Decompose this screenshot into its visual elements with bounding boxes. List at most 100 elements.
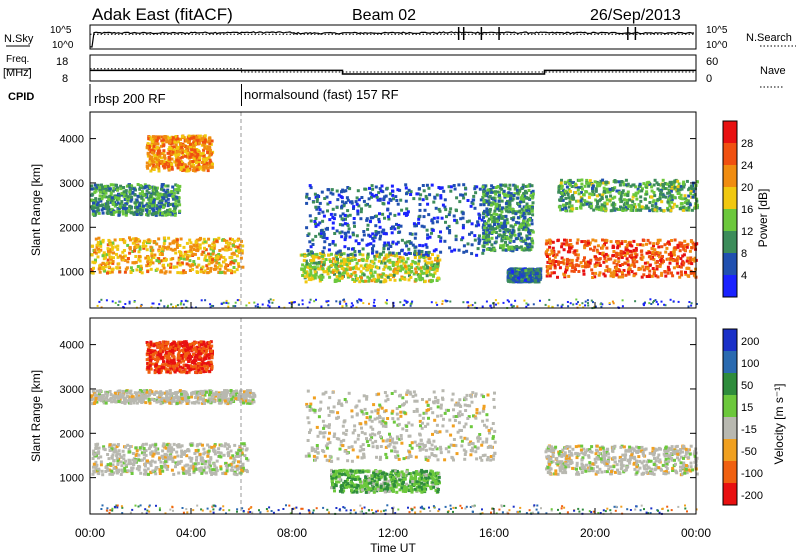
heatmap-cell	[110, 207, 114, 211]
heatmap-cell	[667, 252, 671, 256]
heatmap-cell	[448, 246, 452, 250]
heatmap-cell	[360, 196, 364, 199]
heatmap-cell	[624, 178, 628, 182]
heatmap-cell	[183, 271, 187, 274]
heatmap-cell	[565, 268, 569, 272]
heatmap-cell	[619, 251, 623, 255]
heatmap-cell	[535, 271, 538, 275]
heatmap-cell	[559, 197, 563, 201]
heatmap-cell	[95, 203, 99, 207]
heatmap-cell	[681, 182, 685, 186]
heatmap-cell	[172, 191, 176, 195]
heatmap-cell	[495, 236, 499, 240]
heatmap-cell	[353, 250, 357, 253]
heatmap-cell	[621, 305, 624, 308]
heatmap-cell	[128, 300, 131, 303]
heatmap-cell	[531, 201, 535, 205]
heatmap-cell	[685, 208, 689, 212]
heatmap-cell	[635, 260, 639, 264]
heatmap-cell	[575, 199, 578, 203]
heatmap-cell	[603, 257, 607, 261]
heatmap-cell	[410, 262, 414, 266]
heatmap-cell	[177, 196, 181, 200]
heatmap-cell	[386, 299, 388, 302]
heatmap-cell	[346, 275, 350, 279]
heatmap-cell	[594, 239, 598, 243]
heatmap-cell	[176, 149, 180, 153]
heatmap-cell	[545, 250, 548, 254]
heatmap-cell	[499, 244, 503, 248]
heatmap-cell	[634, 248, 638, 252]
heatmap-cell	[620, 240, 624, 244]
heatmap-cell	[509, 207, 513, 211]
heatmap-cell	[102, 186, 105, 190]
heatmap-cell	[128, 190, 132, 194]
heatmap-cell	[111, 260, 115, 263]
heatmap-cell	[471, 202, 475, 206]
heatmap-cell	[634, 185, 638, 189]
heatmap-cell	[603, 240, 607, 244]
heatmap-cell	[190, 151, 194, 155]
heatmap-cell	[145, 264, 149, 268]
heatmap-cell	[366, 223, 370, 227]
heatmap-cell	[150, 204, 154, 208]
heatmap-cell	[572, 303, 575, 306]
heatmap-cell	[577, 199, 581, 203]
heatmap-cell	[660, 300, 663, 303]
heatmap-cell	[162, 149, 166, 153]
heatmap-cell	[368, 186, 371, 190]
heatmap-cell	[403, 303, 406, 306]
heatmap-cell	[563, 273, 567, 277]
heatmap-cell	[155, 193, 159, 197]
heatmap-cell	[517, 228, 521, 232]
heatmap-cell	[341, 305, 344, 308]
heatmap-cell	[616, 246, 620, 250]
heatmap-cell	[437, 276, 440, 280]
heatmap-cell	[204, 299, 207, 302]
heatmap-cell	[346, 186, 350, 189]
heatmap-cell	[639, 256, 643, 260]
heatmap-cell	[233, 259, 237, 263]
heatmap-cell	[652, 191, 656, 194]
heatmap-cell	[425, 274, 429, 278]
heatmap-cell	[138, 201, 142, 205]
heatmap-cell	[522, 248, 526, 252]
heatmap-cell	[193, 152, 197, 156]
heatmap-cell	[179, 303, 182, 306]
heatmap-cell	[546, 260, 550, 264]
heatmap-cell	[621, 275, 625, 279]
heatmap-cell	[367, 197, 371, 201]
heatmap-cell	[430, 263, 434, 267]
heatmap-cell	[329, 212, 333, 216]
heatmap-cell	[323, 240, 327, 244]
heatmap-cell	[567, 182, 571, 186]
heatmap-cell	[112, 210, 116, 214]
heatmap-cell	[228, 237, 232, 241]
heatmap-cell	[658, 263, 662, 267]
heatmap-cell	[97, 267, 101, 271]
heatmap-cell	[183, 150, 187, 154]
heatmap-cell	[98, 270, 102, 274]
heatmap-cell	[691, 258, 695, 261]
heatmap-cell	[574, 253, 578, 257]
heatmap-cell	[342, 271, 346, 275]
heatmap-cell	[402, 261, 406, 265]
heatmap-cell	[181, 149, 185, 153]
heatmap-cell	[417, 217, 421, 221]
heatmap-cell	[314, 273, 318, 277]
heatmap-cell	[168, 212, 172, 216]
heatmap-cell	[419, 253, 423, 257]
heatmap-cell	[495, 213, 499, 216]
heatmap-cell	[689, 184, 693, 188]
heatmap-cell	[439, 250, 443, 254]
heatmap-cell	[695, 180, 699, 184]
heatmap-cell	[693, 206, 697, 210]
heatmap-cell	[604, 269, 608, 273]
heatmap-cell	[462, 301, 465, 304]
heatmap-cell	[663, 270, 667, 273]
heatmap-cell	[414, 278, 418, 281]
heatmap-cell	[172, 306, 174, 308]
heatmap-cell	[433, 271, 437, 275]
heatmap-cell	[395, 199, 399, 202]
heatmap-cell	[227, 305, 230, 308]
